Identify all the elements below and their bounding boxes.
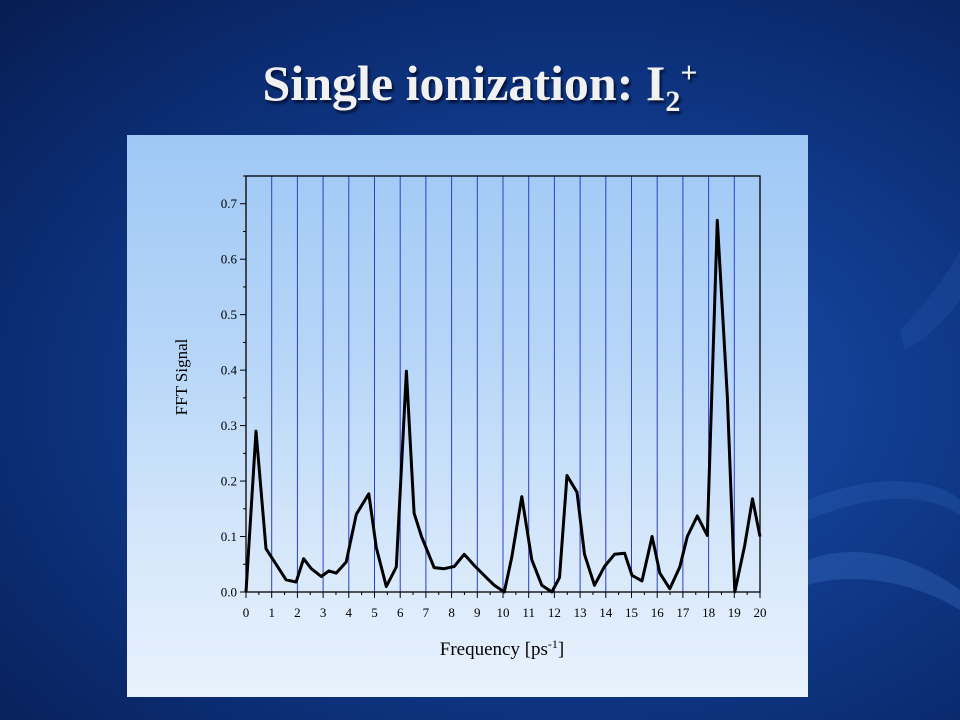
- x-tick-label-3: 3: [320, 605, 327, 620]
- x-tick-label-14: 14: [599, 605, 613, 620]
- x-tick-label-9: 9: [474, 605, 481, 620]
- x-tick-label-11: 11: [522, 605, 535, 620]
- x-tick-label-16: 16: [651, 605, 665, 620]
- y-tick-label-0: 0.0: [221, 585, 237, 600]
- x-axis-label-main: Frequency [ps: [440, 639, 548, 660]
- x-axis-label-superscript: -1: [548, 637, 558, 651]
- y-tick-labels: 0.0 0.1 0.2 0.3 0.4 0.5 0.6 0.7: [221, 196, 238, 599]
- x-tick-label-1: 1: [268, 605, 275, 620]
- fft-signal-line: [244, 218, 762, 594]
- y-tick-label-4: 0.4: [221, 363, 238, 378]
- x-tick-label-19: 19: [728, 605, 741, 620]
- vertical-gridlines: [271, 176, 735, 592]
- y-tick-label-7: 0.7: [221, 196, 238, 211]
- x-tick-label-0: 0: [243, 605, 250, 620]
- slide-title-subscript: 2: [665, 85, 681, 118]
- x-tick-label-7: 7: [423, 605, 430, 620]
- y-tick-label-5: 0.5: [221, 307, 237, 322]
- chart-panel: 0 1 2 3 4 5 6 7 8 9 10 11 12 13 14 15 16 17 18 19 20 0.0 0.1 0…: [127, 135, 808, 697]
- y-tick-label-6: 0.6: [221, 252, 238, 267]
- slide-title: Single ionization: I2+: [0, 58, 960, 117]
- x-axis-label: Frequency [ps-1]: [440, 637, 565, 660]
- plot-frame: [245, 175, 761, 593]
- y-tick-label-2: 0.2: [221, 474, 237, 489]
- x-tick-label-2: 2: [294, 605, 301, 620]
- y-tick-label-1: 0.1: [221, 529, 237, 544]
- x-axis-label-end: ]: [558, 639, 564, 660]
- x-tick-labels: 0 1 2 3 4 5 6 7 8 9 10 11 12 13 14 15 16 17 18 19 20: [243, 605, 767, 620]
- y-axis-ticks: [240, 175, 246, 593]
- y-axis-label: FFT Signal: [172, 338, 191, 415]
- x-tick-label-10: 10: [497, 605, 510, 620]
- slide-title-main: Single ionization: I: [262, 55, 666, 111]
- x-tick-label-5: 5: [371, 605, 378, 620]
- x-tick-label-13: 13: [574, 605, 587, 620]
- slide-title-superscript: +: [680, 56, 698, 90]
- x-tick-label-12: 12: [548, 605, 561, 620]
- x-tick-label-20: 20: [754, 605, 767, 620]
- x-tick-label-6: 6: [397, 605, 404, 620]
- x-tick-label-18: 18: [702, 605, 715, 620]
- x-tick-label-17: 17: [676, 605, 690, 620]
- y-tick-label-3: 0.3: [221, 418, 237, 433]
- fft-chart: 0 1 2 3 4 5 6 7 8 9 10 11 12 13 14 15 16 17 18 19 20 0.00.10…: [172, 175, 767, 660]
- x-tick-label-15: 15: [625, 605, 638, 620]
- x-tick-label-4: 4: [346, 605, 353, 620]
- x-tick-label-8: 8: [448, 605, 455, 620]
